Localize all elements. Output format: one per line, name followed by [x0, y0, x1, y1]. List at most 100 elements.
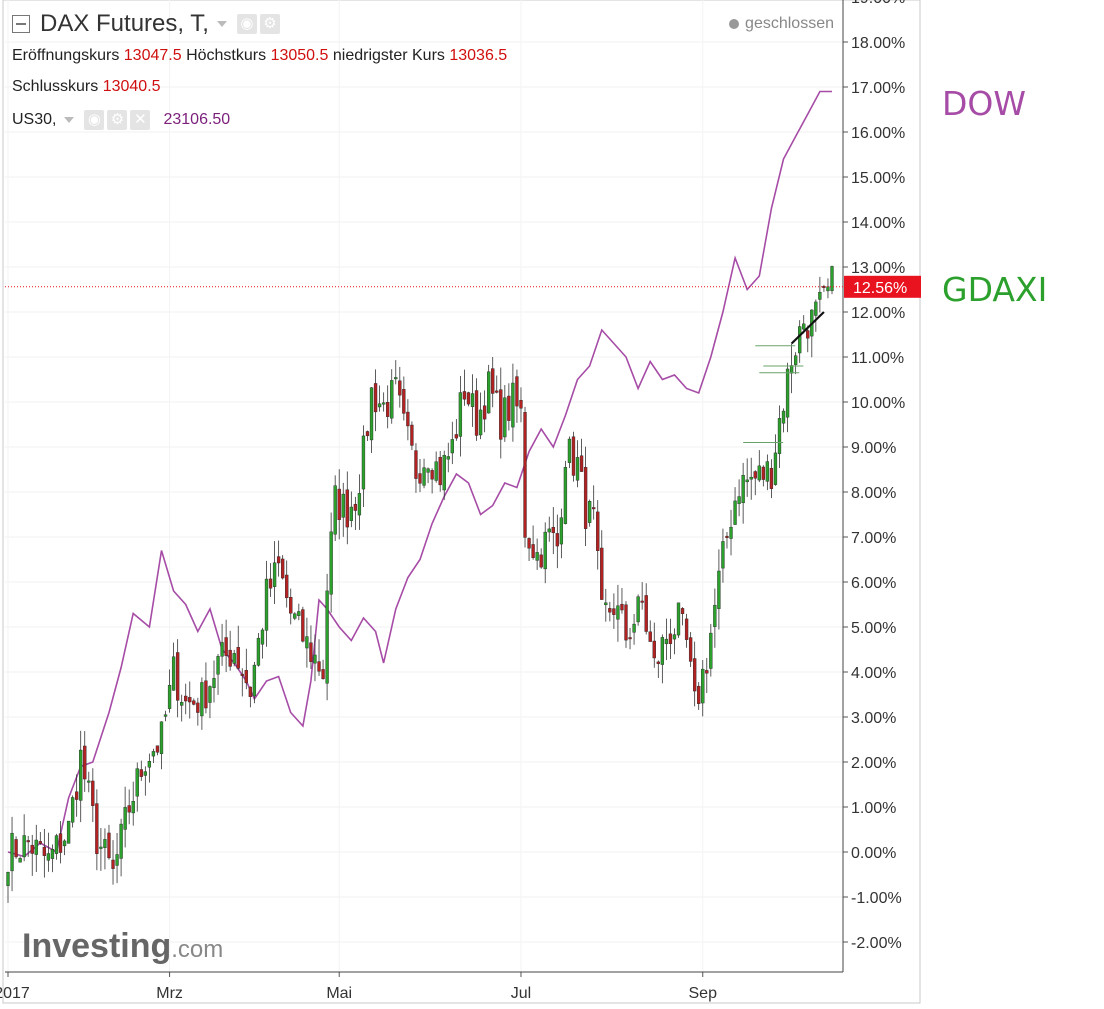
candle-up — [200, 682, 204, 717]
candle-down — [600, 547, 604, 600]
candle-down — [725, 535, 729, 538]
y-tick-label: 5.00% — [851, 620, 896, 637]
candle-up — [70, 797, 75, 823]
candle-up — [66, 820, 71, 844]
candle-up — [119, 823, 123, 859]
candle-up — [575, 457, 580, 481]
candle-up — [256, 637, 261, 666]
candle-down — [596, 511, 600, 551]
candle-up — [616, 605, 620, 620]
dow-line-layer — [7, 90, 832, 858]
candle-up — [737, 496, 741, 504]
candle-up — [547, 528, 551, 533]
compare-eye-icon[interactable]: ◉ — [84, 110, 105, 130]
candle-down — [244, 670, 248, 684]
candle-down — [571, 436, 576, 476]
chart-title-row: DAX Futures, T, ◉ ⚙ — [12, 10, 283, 38]
candle-down — [761, 466, 765, 480]
candle-up — [167, 685, 172, 709]
candle-up — [434, 461, 438, 481]
candle-down — [648, 631, 652, 642]
candle-down — [386, 402, 390, 417]
y-tick-label: 18.00% — [851, 35, 905, 52]
compare-gear-icon[interactable]: ⚙ — [107, 110, 128, 130]
candle-down — [555, 533, 559, 547]
candle-down — [688, 637, 693, 662]
candle-up — [325, 590, 329, 684]
candle-up — [62, 840, 67, 847]
candle-up — [450, 439, 454, 454]
y-tick-label: 9.00% — [851, 440, 896, 457]
candle-down — [289, 597, 293, 614]
candle-up — [587, 501, 592, 523]
candle-down — [95, 803, 99, 854]
dow-series-label: DOW — [942, 84, 1027, 123]
candle-up — [604, 602, 608, 606]
candle-down — [652, 640, 656, 659]
candle-down — [527, 538, 531, 549]
axes-layer: 19.00% 18.00% 17.00% 16.00% 15.00% 14.00% 13.0… — [0, 0, 921, 1002]
candle-down — [58, 833, 63, 853]
candle-down — [822, 286, 826, 288]
candle-up — [478, 409, 483, 436]
candle-up — [293, 613, 297, 619]
eye-icon[interactable]: ◉ — [236, 14, 257, 34]
candle-down — [14, 839, 18, 858]
candle-down — [42, 846, 47, 856]
candle-down — [612, 608, 616, 615]
candle-down — [38, 841, 42, 844]
candle-up — [87, 780, 91, 783]
candle-down — [608, 608, 612, 613]
last-price-badge — [844, 275, 921, 298]
candle-down — [579, 455, 584, 472]
candle-down — [438, 456, 442, 486]
compare-row: US30, ◉ ⚙ ✕ 23106.50 — [12, 110, 230, 130]
candle-up — [99, 846, 103, 849]
candle-up — [333, 485, 337, 535]
y-tick-label: 17.00% — [851, 80, 905, 97]
x-tick-label: Jul — [511, 985, 531, 1002]
candle-down — [495, 390, 499, 393]
candle-up — [442, 455, 446, 491]
candle-down — [668, 633, 673, 644]
candle-down — [539, 554, 543, 568]
candle-up — [357, 493, 362, 516]
y-tick-label: 10.00% — [851, 395, 905, 412]
candle-down — [228, 649, 232, 667]
candle-up — [34, 839, 38, 855]
candle-down — [697, 685, 701, 704]
candle-up — [50, 848, 55, 859]
close-icon[interactable]: ✕ — [130, 110, 151, 130]
candle-up — [272, 562, 277, 587]
y-tick-label: 6.00% — [851, 575, 896, 592]
gear-icon[interactable]: ⚙ — [259, 14, 280, 34]
candle-up — [163, 714, 168, 717]
minus-box-icon[interactable] — [12, 15, 30, 33]
candle-up — [394, 377, 398, 380]
candle-down — [192, 700, 196, 705]
candle-down — [515, 376, 519, 407]
compare-caret-down-icon[interactable] — [64, 117, 75, 123]
chart-area[interactable]: 19.00% 18.00% 17.00% 16.00% 15.00% 14.00% 13.0… — [0, 0, 922, 1009]
candle-down — [628, 637, 632, 640]
price-chart[interactable]: 19.00% 18.00% 17.00% 16.00% 15.00% 14.00% 13.0… — [0, 0, 922, 1009]
close-value: 13040.5 — [102, 78, 161, 95]
candle-up — [676, 602, 681, 636]
candle-up — [785, 368, 790, 418]
candle-down — [491, 368, 495, 394]
high-label: Höchstkurs — [186, 47, 267, 64]
candle-up — [349, 506, 353, 521]
caret-down-icon[interactable] — [216, 21, 227, 27]
candle-up — [232, 653, 236, 664]
watermark-brand: Investing — [22, 927, 171, 965]
watermark-suffix: .com — [171, 936, 223, 963]
candle-down — [583, 466, 588, 529]
candle-up — [773, 452, 778, 485]
candle-down — [204, 680, 208, 709]
candle-up — [789, 365, 794, 374]
y-tick-label: 7.00% — [851, 530, 896, 547]
candle-up — [216, 656, 220, 675]
y-tick-label: 3.00% — [851, 710, 896, 727]
candle-up — [54, 835, 59, 854]
candle-up — [729, 526, 733, 539]
